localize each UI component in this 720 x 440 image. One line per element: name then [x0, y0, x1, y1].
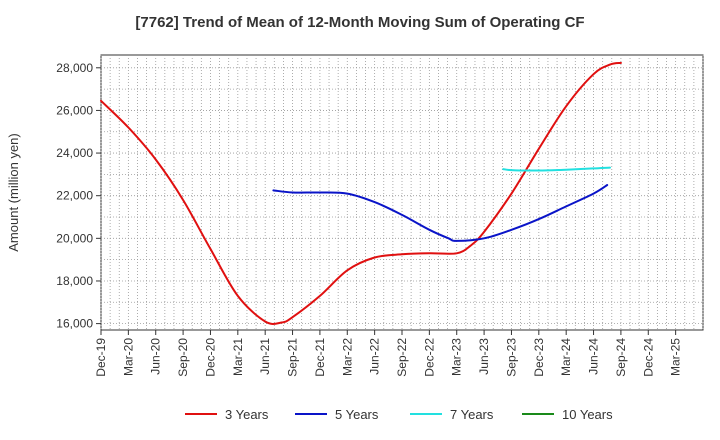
x-tick-label: Mar-23 — [450, 338, 464, 376]
x-tick-label: Dec-21 — [313, 338, 327, 377]
legend: 3 Years 5 Years 7 Years 10 Years — [185, 407, 613, 422]
y-tick-label: 16,000 — [56, 317, 93, 331]
y-tick-label: 20,000 — [56, 231, 93, 245]
legend-label: 5 Years — [335, 407, 379, 422]
plot-area — [100, 54, 704, 331]
x-tick-label: Dec-22 — [422, 338, 436, 377]
x-tick-label: Sep-21 — [286, 338, 300, 377]
x-tick-label: Mar-20 — [121, 338, 135, 376]
series-line-3-years — [100, 61, 622, 325]
grid-lines — [100, 55, 704, 330]
x-tick-label: Sep-22 — [395, 338, 409, 377]
series-line-7-years — [502, 166, 611, 172]
legend-label: 10 Years — [562, 407, 613, 422]
x-tick-label: Dec-20 — [203, 338, 217, 377]
legend-label: 7 Years — [450, 407, 494, 422]
y-axis-label: Amount (million yen) — [6, 133, 21, 252]
x-tick-label: Mar-24 — [559, 338, 573, 376]
y-tick-label: 24,000 — [56, 146, 93, 160]
series-line-5-years — [272, 184, 609, 242]
legend-label: 3 Years — [225, 407, 269, 422]
x-tick-label: Dec-24 — [641, 338, 655, 377]
x-tick-label: Jun-21 — [258, 338, 272, 375]
x-axis: Dec-19 Mar-20 Jun-20 Sep-20 Dec-20 Mar-21 Jun-… — [94, 330, 683, 377]
x-tick-label: Sep-24 — [614, 338, 628, 377]
y-tick-label: 26,000 — [56, 103, 93, 117]
x-tick-label: Mar-25 — [669, 338, 683, 376]
x-tick-label: Mar-22 — [340, 338, 354, 376]
series-lines — [100, 61, 622, 325]
x-tick-label: Jun-23 — [477, 338, 491, 375]
x-tick-label: Dec-19 — [94, 338, 108, 377]
x-tick-label: Jun-22 — [368, 338, 382, 375]
x-tick-label: Mar-21 — [231, 338, 245, 376]
y-tick-label: 18,000 — [56, 274, 93, 288]
x-tick-label: Sep-20 — [176, 338, 190, 377]
x-tick-label: Dec-23 — [532, 338, 546, 377]
y-axis: 16,000 18,000 20,000 22,000 24,000 26,000 28,0… — [56, 61, 101, 331]
y-tick-label: 28,000 — [56, 61, 93, 75]
x-tick-label: Jun-20 — [149, 338, 163, 375]
x-tick-label: Jun-24 — [587, 338, 601, 375]
y-tick-label: 22,000 — [56, 189, 93, 203]
chart-title: [7762] Trend of Mean of 12-Month Moving … — [135, 14, 584, 31]
x-tick-label: Sep-23 — [504, 338, 518, 377]
